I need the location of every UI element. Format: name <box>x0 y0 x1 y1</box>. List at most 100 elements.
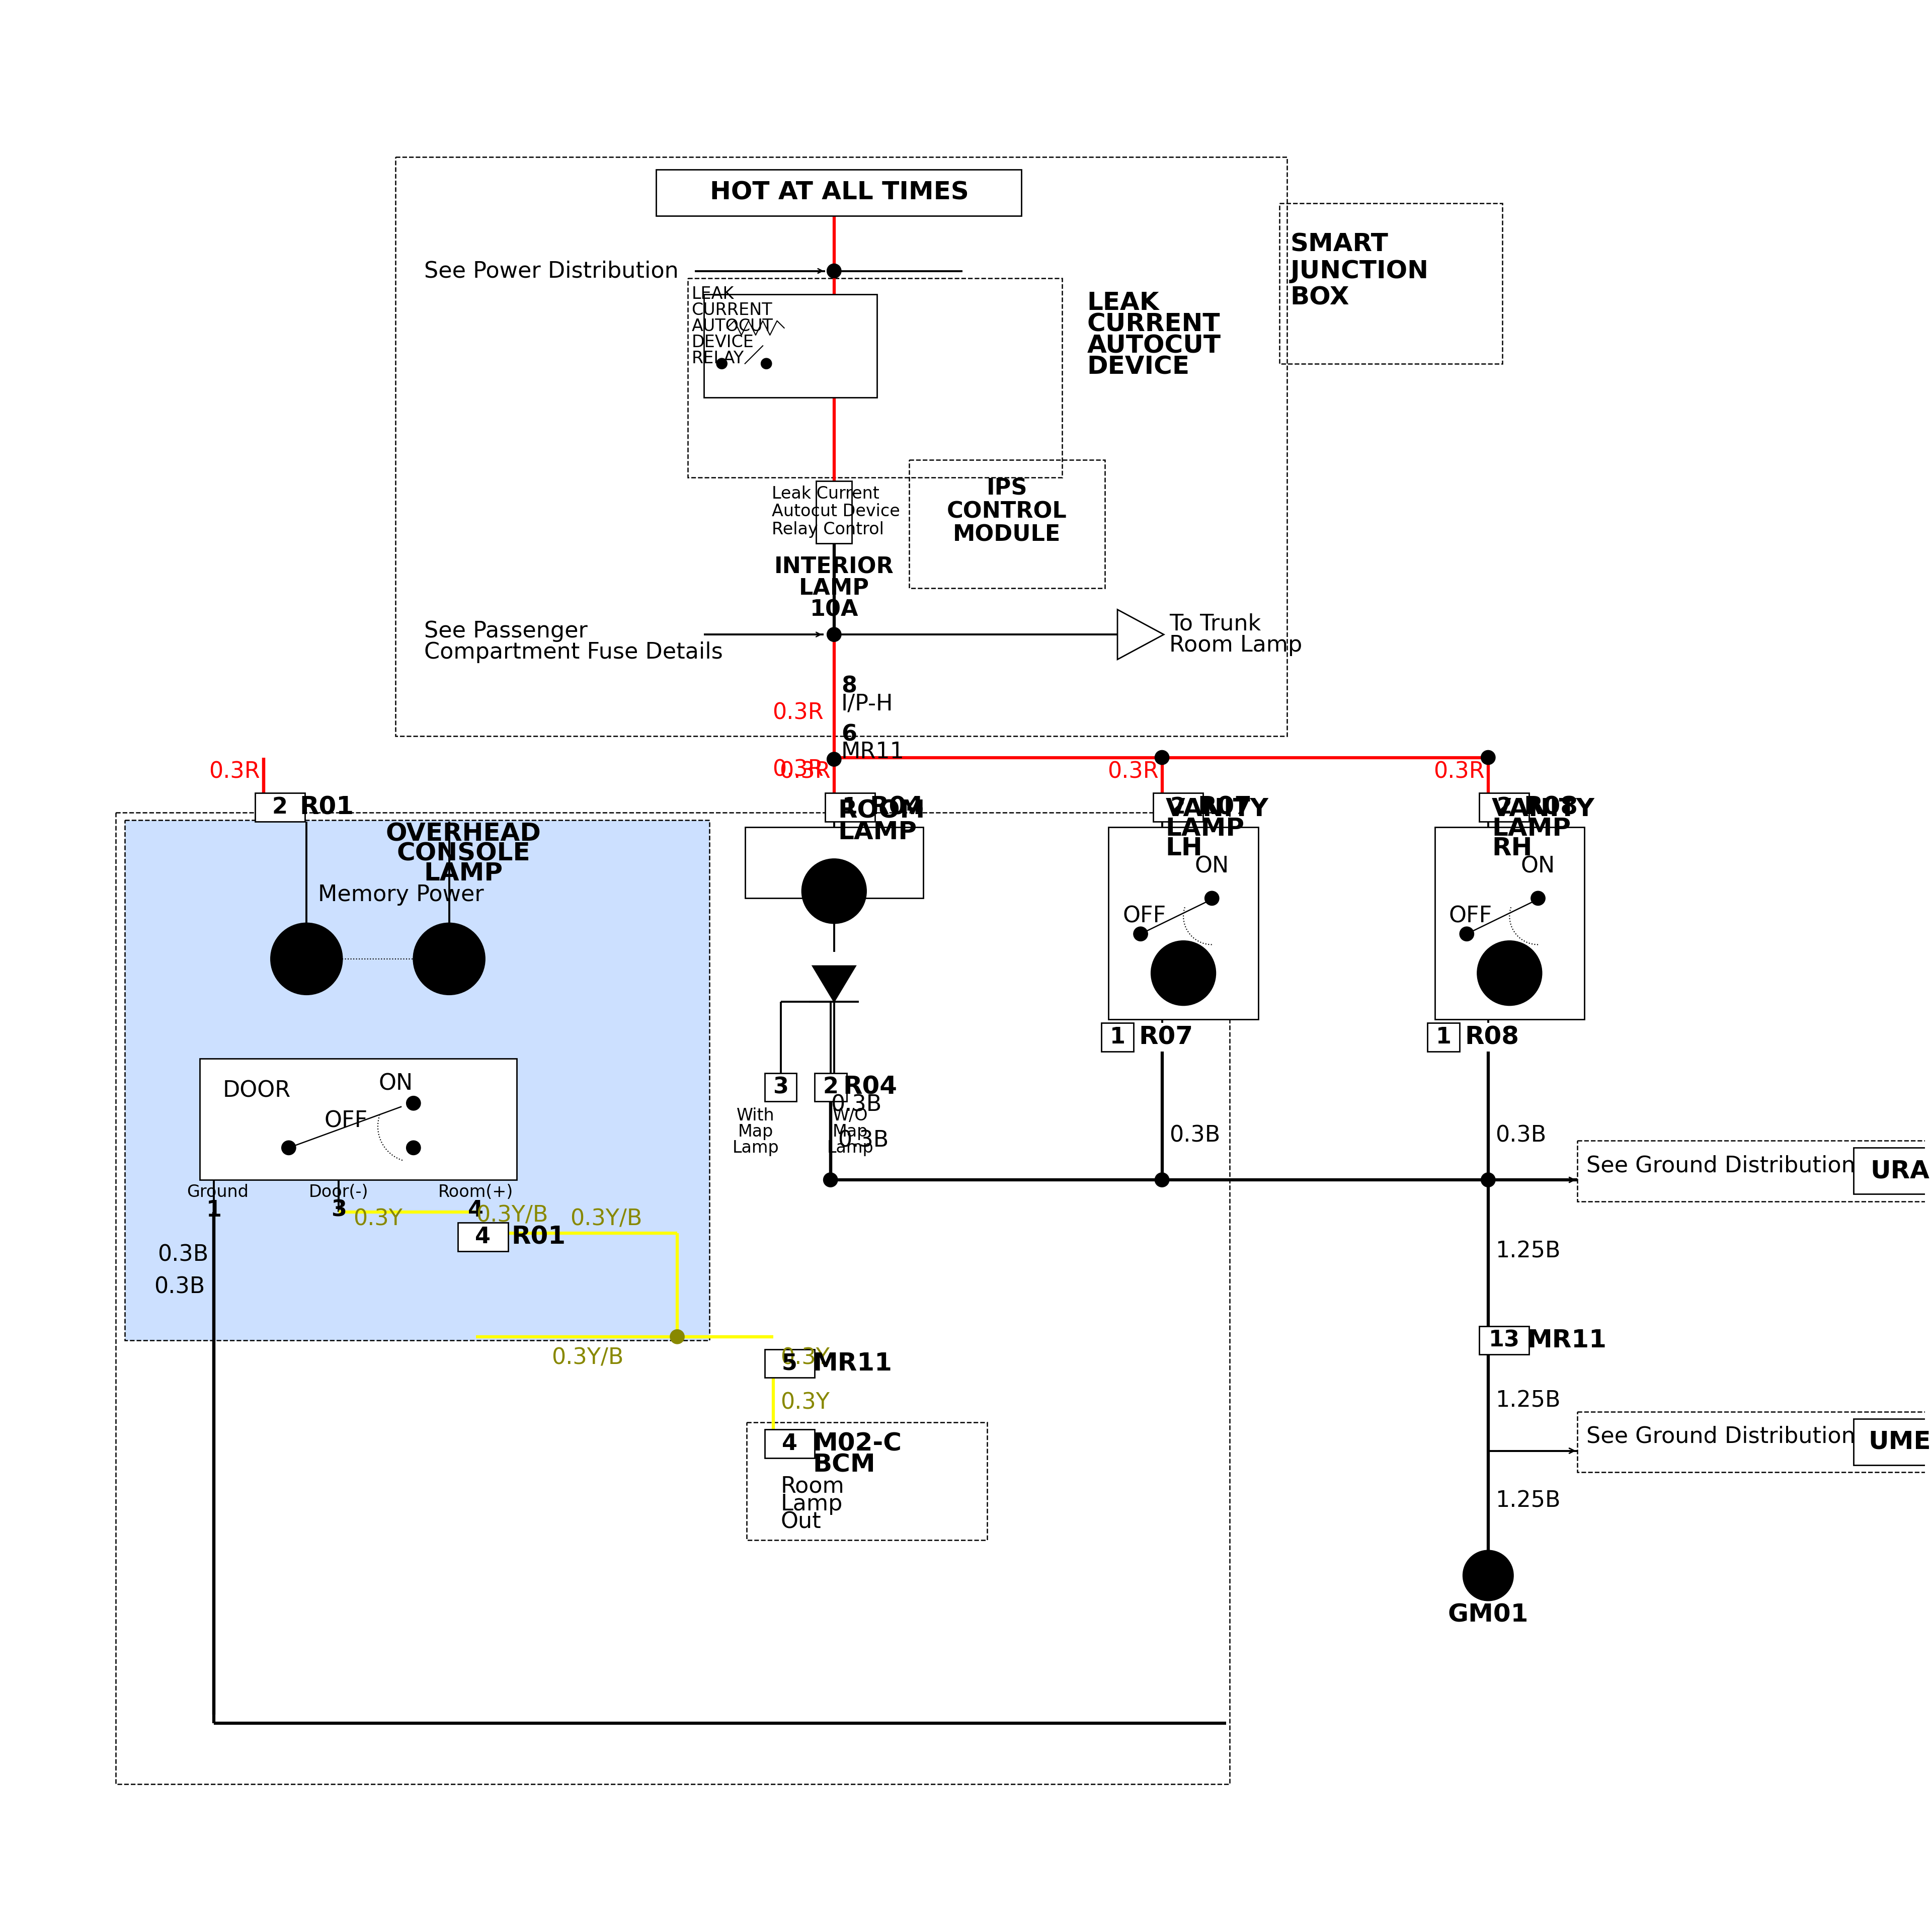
Text: 0.3B: 0.3B <box>1169 1124 1221 1146</box>
Text: URA: URA <box>1870 1159 1930 1182</box>
Bar <box>199 1059 518 1180</box>
Polygon shape <box>813 966 856 1001</box>
Text: 0.3Y: 0.3Y <box>781 1391 831 1414</box>
Text: 5: 5 <box>782 1352 798 1374</box>
Text: DEVICE: DEVICE <box>1088 355 1190 379</box>
Text: Leak Current: Leak Current <box>771 485 879 502</box>
Text: With: With <box>736 1107 775 1124</box>
Circle shape <box>413 923 485 995</box>
Text: LH: LH <box>1165 837 1204 860</box>
Text: Map: Map <box>833 1122 867 1140</box>
Text: AUTOCUT: AUTOCUT <box>1088 334 1221 357</box>
Bar <box>1428 1024 1461 1051</box>
Text: R08: R08 <box>1524 796 1578 819</box>
Text: CONSOLE: CONSOLE <box>396 842 529 866</box>
Text: CONTROL: CONTROL <box>947 500 1066 522</box>
Circle shape <box>1155 1173 1169 1186</box>
Text: CURRENT: CURRENT <box>692 301 773 319</box>
Circle shape <box>717 357 726 369</box>
Text: Relay Control: Relay Control <box>771 522 883 537</box>
Text: 10A: 10A <box>810 599 858 620</box>
Text: To Trunk: To Trunk <box>1169 612 1262 634</box>
Text: Room Lamp: Room Lamp <box>1169 634 1302 657</box>
Circle shape <box>1134 927 1148 941</box>
Text: JUNCTION: JUNCTION <box>1291 259 1428 282</box>
Text: MAP: MAP <box>290 935 323 951</box>
Text: 0.3B: 0.3B <box>1495 1124 1546 1146</box>
Bar <box>703 294 877 398</box>
Circle shape <box>1151 941 1215 1005</box>
Text: See Ground Distribution: See Ground Distribution <box>1586 1426 1855 1447</box>
Text: Ground: Ground <box>187 1184 249 1200</box>
Bar <box>1109 827 1258 1020</box>
Text: 4: 4 <box>782 1434 798 1455</box>
Bar <box>1577 1412 1932 1472</box>
Text: 3: 3 <box>773 1076 788 1097</box>
Text: Autocut Device: Autocut Device <box>771 502 900 520</box>
Bar <box>126 819 709 1341</box>
Text: ON: ON <box>379 1072 413 1094</box>
Bar <box>1480 794 1528 821</box>
Text: 0.3B: 0.3B <box>155 1275 205 1298</box>
Text: 0.3R: 0.3R <box>779 761 831 782</box>
Text: VANITY: VANITY <box>1492 798 1594 821</box>
Circle shape <box>1482 750 1495 765</box>
Text: HOT AT ALL TIMES: HOT AT ALL TIMES <box>709 180 970 205</box>
Text: 1.25B: 1.25B <box>1495 1240 1561 1262</box>
Text: 4: 4 <box>475 1227 491 1248</box>
Text: R01: R01 <box>512 1225 566 1248</box>
Text: R07: R07 <box>1138 1026 1194 1049</box>
Text: MAP: MAP <box>433 935 466 951</box>
Bar <box>1101 1024 1134 1051</box>
Text: 0.3Y: 0.3Y <box>354 1208 402 1231</box>
Text: DOOR: DOOR <box>222 1080 290 1101</box>
Bar <box>1153 794 1204 821</box>
Text: 1: 1 <box>1109 1026 1124 1047</box>
Circle shape <box>1155 750 1169 765</box>
Text: 2: 2 <box>272 796 288 817</box>
Text: ON: ON <box>1194 856 1229 877</box>
Text: MODULE: MODULE <box>952 524 1061 545</box>
Text: 1: 1 <box>842 796 858 817</box>
Bar <box>746 827 923 898</box>
Text: 3: 3 <box>330 1200 346 1221</box>
Bar <box>748 1422 987 1540</box>
Bar <box>765 1349 815 1378</box>
Circle shape <box>1482 1173 1495 1186</box>
Bar <box>815 481 852 543</box>
Bar <box>255 794 305 821</box>
Text: AUTOCUT: AUTOCUT <box>692 319 773 334</box>
Bar <box>765 1430 815 1459</box>
Bar <box>1279 203 1503 363</box>
Text: Map: Map <box>738 1122 773 1140</box>
Text: IPS: IPS <box>987 477 1028 498</box>
Text: R01: R01 <box>299 796 354 819</box>
Bar <box>825 794 875 821</box>
Text: SMART: SMART <box>1291 232 1389 257</box>
Text: R04: R04 <box>842 1074 896 1099</box>
Text: OVERHEAD: OVERHEAD <box>386 821 541 846</box>
Circle shape <box>270 923 342 995</box>
Circle shape <box>827 265 840 278</box>
Text: 0.3Y/B: 0.3Y/B <box>553 1347 624 1370</box>
Bar <box>1853 1148 1932 1194</box>
Text: 0.3R: 0.3R <box>773 701 823 725</box>
Text: LAMP: LAMP <box>798 578 869 599</box>
Text: See Ground Distribution: See Ground Distribution <box>1586 1155 1855 1177</box>
Bar <box>688 278 1063 477</box>
Polygon shape <box>1117 611 1163 659</box>
Circle shape <box>1206 891 1219 906</box>
Text: Memory Power: Memory Power <box>319 885 483 906</box>
Text: RH: RH <box>1492 837 1532 860</box>
Text: R04: R04 <box>869 796 923 819</box>
Circle shape <box>827 752 840 767</box>
Text: MR11: MR11 <box>813 1350 893 1376</box>
Text: 0.3Y/B: 0.3Y/B <box>475 1206 549 1227</box>
Circle shape <box>827 628 840 641</box>
Circle shape <box>761 357 771 369</box>
Text: LEAK: LEAK <box>1088 292 1159 315</box>
Text: 0.3R: 0.3R <box>1107 761 1159 782</box>
Circle shape <box>1463 1551 1513 1600</box>
Circle shape <box>282 1140 296 1155</box>
Circle shape <box>670 1329 684 1345</box>
